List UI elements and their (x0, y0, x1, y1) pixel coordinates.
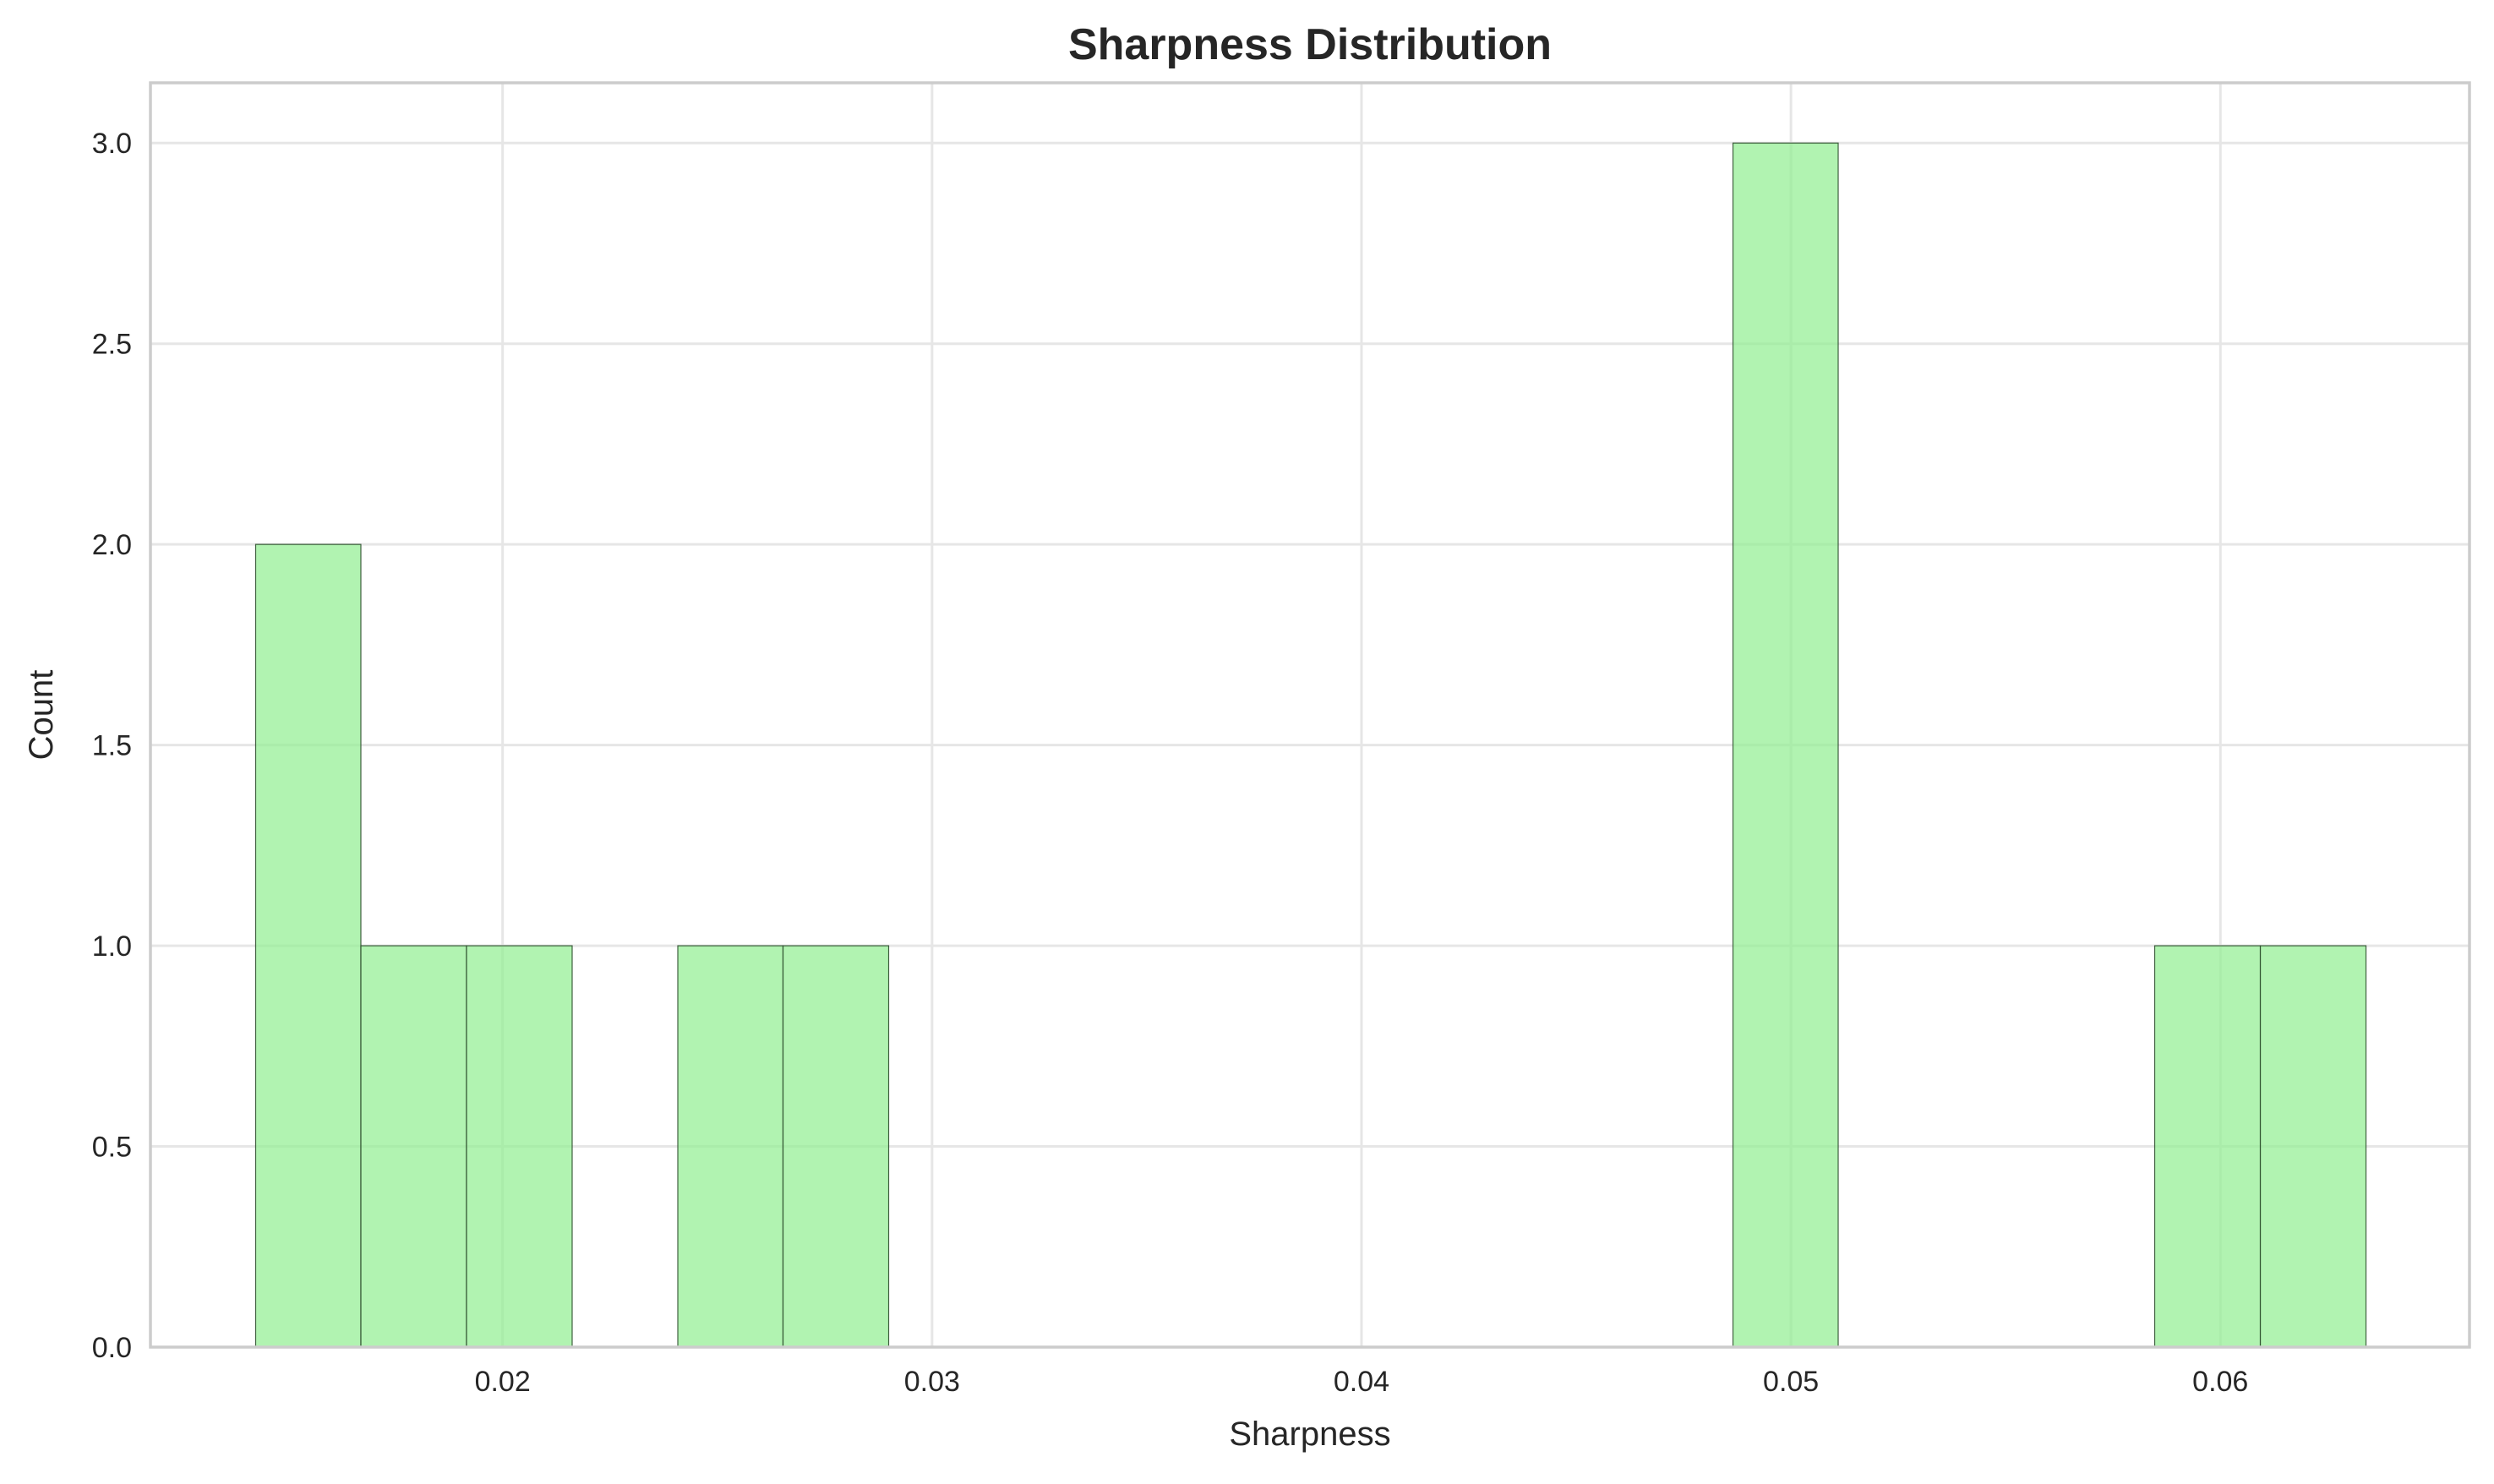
y-tick-label: 2.0 (92, 529, 132, 561)
x-tick-label: 0.03 (904, 1366, 960, 1398)
x-tick-label: 0.04 (1334, 1366, 1389, 1398)
histogram-bar (254, 543, 362, 1348)
histogram-bar (1732, 142, 1839, 1348)
x-ticks: 0.02 0.03 0.04 0.05 0.06 (475, 1366, 2249, 1398)
y-tick-label: 1.0 (92, 930, 132, 963)
bars-layer (254, 142, 2367, 1348)
x-tick-label: 0.05 (1763, 1366, 1819, 1398)
plot-frame (149, 81, 2471, 1349)
x-axis-label: Sharpness (1229, 1416, 1390, 1453)
y-tick-label: 0.5 (92, 1132, 132, 1164)
histogram-bar (466, 945, 573, 1348)
y-tick-label: 2.5 (92, 329, 132, 361)
histogram-bar (782, 945, 890, 1348)
histogram-bar (360, 945, 467, 1348)
y-tick-label: 3.0 (92, 128, 132, 160)
y-axis-label: Count (23, 670, 60, 761)
y-tick-label: 1.5 (92, 730, 132, 762)
x-tick-label: 0.06 (2192, 1366, 2248, 1398)
y-tick-label: 0.0 (92, 1332, 132, 1364)
histogram-bar (2153, 945, 2262, 1348)
histogram-bar (677, 945, 784, 1348)
y-ticks: 0.0 0.5 1.0 1.5 2.0 2.5 3.0 (92, 128, 132, 1364)
x-tick-label: 0.02 (475, 1366, 531, 1398)
chart-title: Sharpness Distribution (1068, 20, 1552, 69)
histogram-bar (2259, 945, 2367, 1348)
